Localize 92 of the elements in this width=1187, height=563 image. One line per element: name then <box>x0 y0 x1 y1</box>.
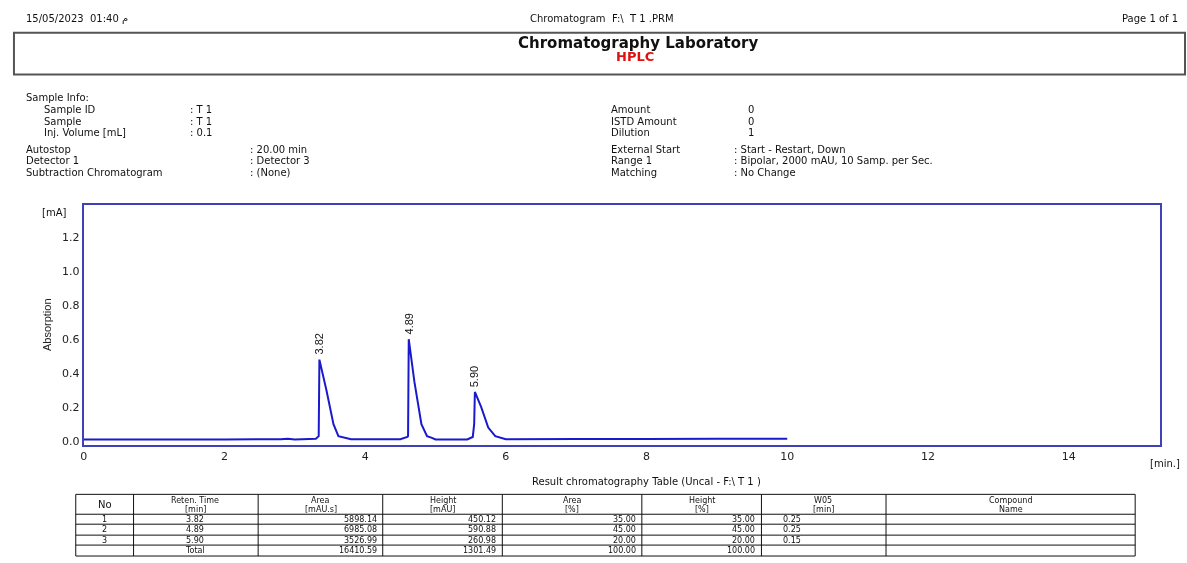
text: 4.89 <box>186 525 204 534</box>
text: 3.82 <box>186 515 204 524</box>
annotation: 3.82 <box>313 333 326 355</box>
text: [mAU] <box>430 505 456 514</box>
text: Area <box>563 496 582 505</box>
text: W05 <box>814 496 833 505</box>
text: : T 1 <box>190 104 213 115</box>
x-tick-label: 2 <box>220 449 228 463</box>
text: 6985.08 <box>344 525 378 534</box>
text: Reten. Time <box>171 496 219 505</box>
text: 0.15 <box>783 536 801 545</box>
text: : No Change <box>734 167 796 178</box>
text: External Start <box>611 144 681 155</box>
text: : Bipolar, 2000 mAU, 10 Samp. per Sec. <box>734 155 933 166</box>
text: : (None) <box>250 167 291 178</box>
x-tick-label: 6 <box>502 449 510 463</box>
y-tick-label: 0.8 <box>62 299 80 313</box>
text: 45.00 <box>613 525 636 534</box>
text: 0 <box>748 116 755 127</box>
x-axis-title: [min.] <box>1150 458 1180 469</box>
text: [%] <box>565 505 579 514</box>
y-tick-label: 1.2 <box>62 231 80 245</box>
text: 45.00 <box>732 525 755 534</box>
text: ISTD Amount <box>611 116 677 127</box>
x-tick-label: 0 <box>80 449 88 463</box>
x-tick-label: 12 <box>920 449 935 463</box>
text: Matching <box>611 167 657 178</box>
text: Range 1 <box>611 155 653 166</box>
text: Height <box>689 496 716 505</box>
text: Dilution <box>611 127 650 138</box>
text: 0 <box>748 104 755 115</box>
text: Detector 1 <box>26 155 80 166</box>
text: 2 <box>102 525 108 534</box>
text: 590.88 <box>468 525 496 534</box>
text: 100.00 <box>608 546 636 555</box>
x-tick-label: 8 <box>643 449 651 463</box>
text: Sample ID <box>44 104 96 115</box>
text: 3 <box>102 536 108 545</box>
text: [min] <box>813 505 835 514</box>
text: Compound <box>989 496 1033 505</box>
text: Sample Info: <box>26 92 89 103</box>
x-tick-label: 4 <box>361 449 369 463</box>
text: 16410.59 <box>339 546 378 555</box>
text: 450.12 <box>468 515 496 524</box>
text: Total <box>185 546 205 555</box>
text: Page 1 of 1 <box>1122 13 1179 24</box>
y-tick-label: 0.0 <box>62 435 80 449</box>
y-tick-label: 0.2 <box>62 401 80 415</box>
text: Height <box>430 496 457 505</box>
y-tick-label: 0.6 <box>62 333 80 347</box>
text: Subtraction Chromatogram <box>26 167 163 178</box>
text: Sample <box>44 116 82 127</box>
y-tick-label: 1.0 <box>62 265 80 279</box>
text: 20.00 <box>732 536 755 545</box>
x-tick-label: 10 <box>780 449 795 463</box>
y-axis-title: Absorption <box>41 298 54 352</box>
text: [%] <box>695 505 709 514</box>
text: 20.00 <box>613 536 636 545</box>
x-tick-label: 14 <box>1061 449 1076 463</box>
text: Amount <box>611 104 651 115</box>
text: : T 1 <box>190 116 213 127</box>
text: Result chromatography Table (Uncal - F:\ T 1 ) <box>532 476 761 487</box>
text: 1 <box>748 127 755 138</box>
text: Inj. Volume [mL] <box>44 127 127 138</box>
text: 5898.14 <box>344 515 378 524</box>
text: 15/05/2023 01:40 م <box>26 13 129 24</box>
text: [mA] <box>42 207 67 218</box>
text: Area <box>311 496 330 505</box>
text: 5.90 <box>186 536 204 545</box>
text: No <box>98 499 112 510</box>
text: [mAU.s] <box>305 505 338 514</box>
text: 260.98 <box>468 536 496 545</box>
text: Chromatogram F:\ T 1 .PRM <box>530 13 674 24</box>
text: Name <box>999 505 1023 514</box>
y-tick-label: 0.4 <box>62 367 80 381</box>
chart-title: Chromatography Laboratory <box>518 34 759 52</box>
text: 35.00 <box>732 515 755 524</box>
text: : 20.00 min <box>250 144 308 155</box>
text: 3526.99 <box>344 536 378 545</box>
text: 1 <box>102 515 108 524</box>
annotation: 5.90 <box>468 365 481 388</box>
text: 0.25 <box>783 525 801 534</box>
annotation: 4.89 <box>403 313 416 335</box>
text: [min] <box>185 505 207 514</box>
text: : Detector 3 <box>250 155 310 166</box>
text: : Start - Restart, Down <box>734 144 846 155</box>
text: 0.25 <box>783 515 801 524</box>
text: 1301.49 <box>463 546 497 555</box>
text: 100.00 <box>727 546 755 555</box>
text: 35.00 <box>613 515 636 524</box>
text: : 0.1 <box>190 127 213 138</box>
text: Autostop <box>26 144 71 155</box>
